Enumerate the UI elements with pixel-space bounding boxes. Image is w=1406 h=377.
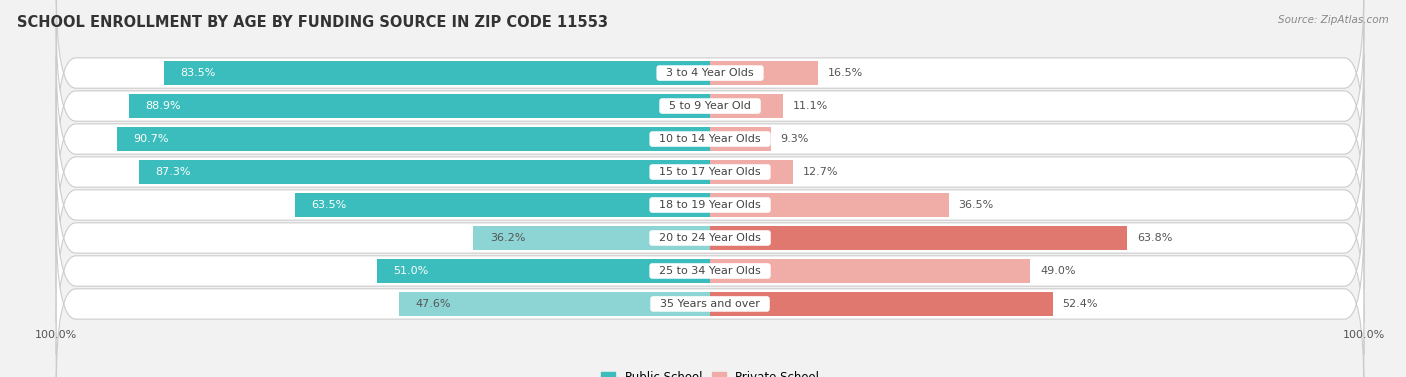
Text: 20 to 24 Year Olds: 20 to 24 Year Olds <box>652 233 768 243</box>
Text: 63.5%: 63.5% <box>311 200 346 210</box>
FancyBboxPatch shape <box>56 187 1364 355</box>
Text: 10 to 14 Year Olds: 10 to 14 Year Olds <box>652 134 768 144</box>
Text: SCHOOL ENROLLMENT BY AGE BY FUNDING SOURCE IN ZIP CODE 11553: SCHOOL ENROLLMENT BY AGE BY FUNDING SOUR… <box>17 15 607 30</box>
Text: 52.4%: 52.4% <box>1063 299 1098 309</box>
Text: 15 to 17 Year Olds: 15 to 17 Year Olds <box>652 167 768 177</box>
Bar <box>165 61 710 85</box>
Text: 9.3%: 9.3% <box>780 134 808 144</box>
Text: 47.6%: 47.6% <box>415 299 451 309</box>
Bar <box>139 160 710 184</box>
FancyBboxPatch shape <box>56 121 1364 289</box>
Bar <box>710 160 793 184</box>
Text: 11.1%: 11.1% <box>793 101 828 111</box>
Text: 87.3%: 87.3% <box>156 167 191 177</box>
Text: 3 to 4 Year Olds: 3 to 4 Year Olds <box>659 68 761 78</box>
Text: 51.0%: 51.0% <box>392 266 429 276</box>
Bar <box>710 94 783 118</box>
Text: Source: ZipAtlas.com: Source: ZipAtlas.com <box>1278 15 1389 25</box>
Text: 63.8%: 63.8% <box>1137 233 1173 243</box>
Text: 36.5%: 36.5% <box>959 200 994 210</box>
Bar <box>710 127 770 151</box>
FancyBboxPatch shape <box>56 88 1364 256</box>
Text: 25 to 34 Year Olds: 25 to 34 Year Olds <box>652 266 768 276</box>
FancyBboxPatch shape <box>56 22 1364 190</box>
Legend: Public School, Private School: Public School, Private School <box>596 366 824 377</box>
Bar <box>710 292 1053 316</box>
Text: 18 to 19 Year Olds: 18 to 19 Year Olds <box>652 200 768 210</box>
Text: 83.5%: 83.5% <box>180 68 217 78</box>
Bar <box>710 61 818 85</box>
Text: 35 Years and over: 35 Years and over <box>654 299 766 309</box>
FancyBboxPatch shape <box>56 55 1364 223</box>
Text: 36.2%: 36.2% <box>489 233 524 243</box>
Bar <box>710 259 1031 283</box>
Bar <box>295 193 710 217</box>
Text: 5 to 9 Year Old: 5 to 9 Year Old <box>662 101 758 111</box>
Bar <box>377 259 710 283</box>
Text: 88.9%: 88.9% <box>145 101 181 111</box>
Bar <box>710 193 949 217</box>
FancyBboxPatch shape <box>56 0 1364 157</box>
Text: 16.5%: 16.5% <box>828 68 863 78</box>
Bar <box>399 292 710 316</box>
Bar <box>129 94 710 118</box>
FancyBboxPatch shape <box>56 154 1364 322</box>
FancyBboxPatch shape <box>56 220 1364 377</box>
Bar <box>474 226 710 250</box>
Text: 49.0%: 49.0% <box>1040 266 1076 276</box>
Text: 12.7%: 12.7% <box>803 167 838 177</box>
Text: 90.7%: 90.7% <box>134 134 169 144</box>
Bar <box>117 127 710 151</box>
Bar <box>710 226 1128 250</box>
